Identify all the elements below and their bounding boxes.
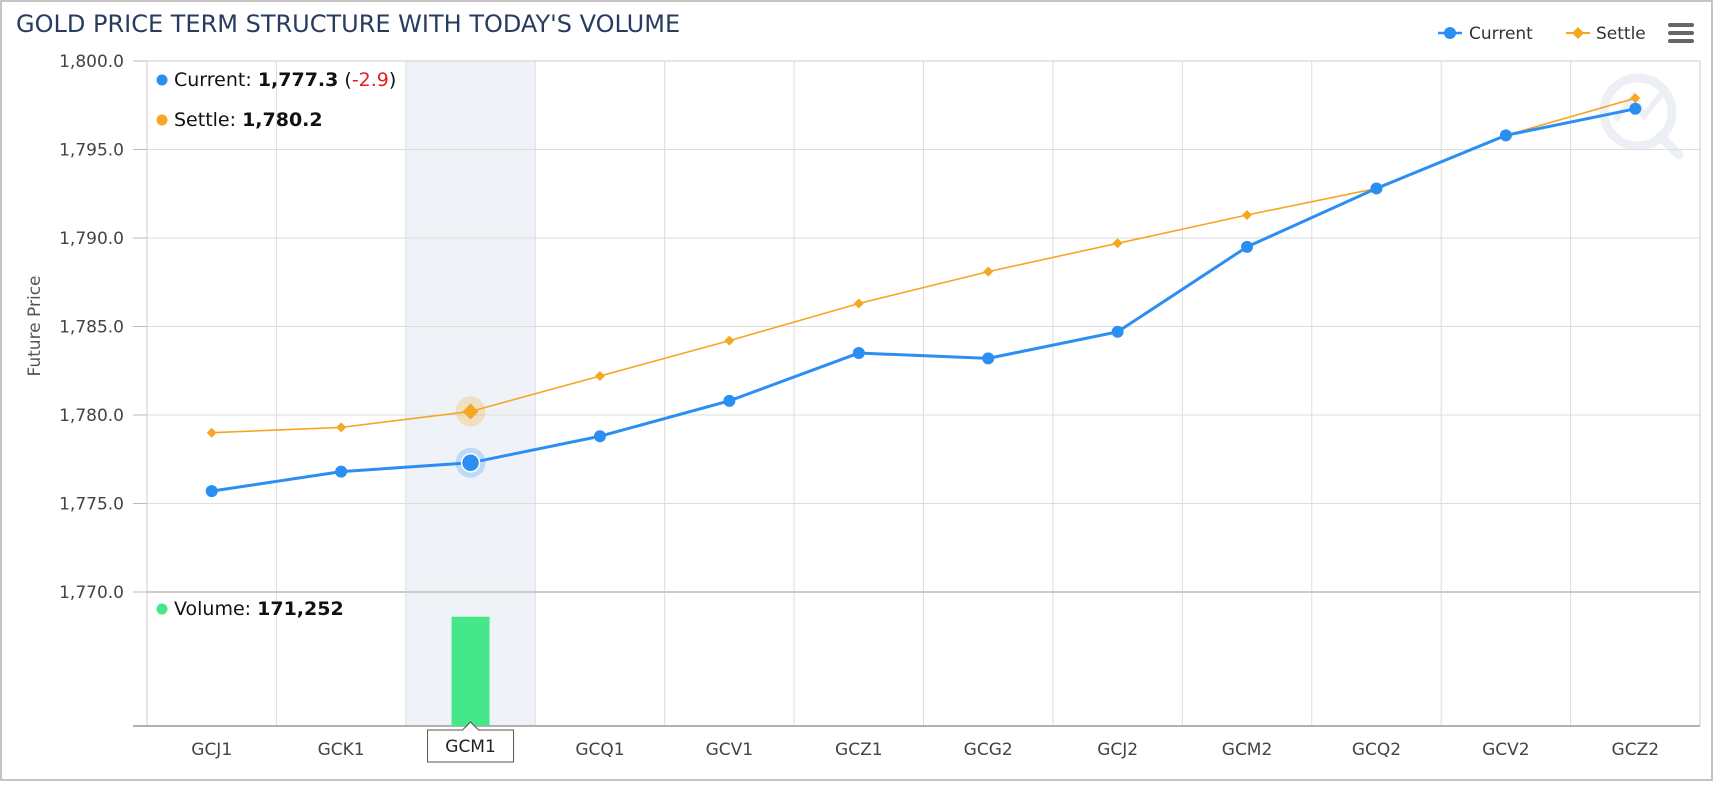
chart-title: GOLD PRICE TERM STRUCTURE WITH TODAY'S V… [16, 10, 680, 38]
x-tick-label-gcv2: GCV2 [1482, 740, 1530, 760]
legend-item-current[interactable]: Current [1438, 24, 1533, 44]
grid-vertical [275, 61, 1572, 726]
current-point-gcj1[interactable] [205, 485, 218, 498]
current-point-gcz1[interactable] [852, 347, 865, 360]
x-tick-label-gcz2: GCZ2 [1612, 740, 1660, 760]
settle-info-dot-icon [156, 114, 168, 126]
x-tick-label-gcq2: GCQ2 [1352, 740, 1401, 760]
settle-point-gcm1[interactable] [462, 403, 479, 420]
current-point-gcg2[interactable] [982, 352, 995, 365]
volume-info-dot-icon [156, 603, 168, 615]
x-tick-label-gcz1: GCZ1 [835, 740, 883, 760]
volume-bar-gcm1[interactable] [451, 616, 490, 726]
current-point-gcq2[interactable] [1370, 182, 1383, 195]
hover-info-current: Current: 1,777.3 (-2.9) [156, 69, 396, 91]
current-info-label: Current [174, 69, 245, 91]
current-markers [205, 102, 1642, 498]
x-tick-label-gcj1: GCJ1 [191, 740, 232, 760]
settle-point-gck1[interactable] [336, 422, 347, 433]
settle-point-gcg2[interactable] [983, 266, 994, 277]
tooltip-box [427, 721, 515, 763]
x-tick-label-gcv1: GCV1 [706, 740, 754, 760]
current-point-gcz2[interactable] [1629, 102, 1642, 115]
x-tick-label-gcj2: GCJ2 [1097, 740, 1138, 760]
current-point-gck1[interactable] [335, 465, 348, 478]
current-info-value: 1,777.3 [258, 69, 339, 91]
series-line-current [211, 107, 1636, 493]
x-tick-label-gcm2: GCM2 [1222, 740, 1273, 760]
y-axis-label: Future Price [25, 275, 45, 376]
settle-point-gcj2[interactable] [1112, 238, 1123, 249]
legend-current-label: Current [1469, 24, 1533, 44]
current-point-gcm2[interactable] [1241, 240, 1254, 253]
settle-point-gcj1[interactable] [206, 427, 217, 438]
y-tick-label: 1,785.0 [59, 318, 124, 338]
y-tick-label: 1,775.0 [59, 495, 124, 515]
settle-info-value: 1,780.2 [242, 109, 323, 131]
current-point-gcv2[interactable] [1499, 129, 1512, 142]
settle-point-gcz1[interactable] [853, 298, 864, 309]
x-tick-label-gcg2: GCG2 [964, 740, 1013, 760]
y-tick-label: 1,770.0 [59, 583, 124, 603]
settle-point-gcv1[interactable] [724, 335, 735, 346]
y-tick-labels: 1,770.0 1,775.0 1,780.0 1,785.0 1,790.0 1,795… [59, 52, 147, 603]
svg-text:Current: 1,777.3 (-2.9): Current: 1,777.3 (-2.9) [174, 69, 396, 91]
y-tick-label: 1,800.0 [59, 52, 124, 72]
tooltip-label: GCM1 [445, 737, 496, 757]
x-tick-label-gcq1: GCQ1 [575, 740, 624, 760]
current-point-gcq1[interactable] [593, 430, 606, 443]
hover-band [405, 61, 536, 726]
settle-info-label: Settle [174, 109, 230, 131]
hover-info-volume: Volume: 171,252 [156, 598, 344, 620]
category-tooltip: GCM1 [427, 721, 515, 763]
svg-text:Settle: 1,780.2: Settle: 1,780.2 [174, 109, 323, 131]
svg-text:Volume: 171,252: Volume: 171,252 [174, 598, 344, 620]
legend-current-marker-icon [1444, 27, 1456, 39]
volume-info-value: 171,252 [257, 598, 344, 620]
settle-point-gcz2[interactable] [1630, 93, 1641, 104]
current-point-gcm1[interactable] [460, 453, 481, 473]
menu-icon[interactable] [1666, 21, 1696, 47]
current-info-change: -2.9 [352, 69, 389, 91]
x-tick-label-gck1: GCK1 [318, 740, 365, 760]
legend-settle-marker-icon [1572, 27, 1584, 39]
legend-settle-label: Settle [1596, 24, 1646, 44]
legend-item-settle[interactable]: Settle [1566, 24, 1646, 44]
hover-info-settle: Settle: 1,780.2 [156, 109, 323, 131]
volume-info-label: Volume [174, 598, 245, 620]
current-point-gcv1[interactable] [723, 394, 736, 407]
y-tick-label: 1,780.0 [59, 406, 124, 426]
y-tick-label: 1,795.0 [59, 141, 124, 161]
volume-bars [451, 616, 490, 726]
settle-markers [206, 93, 1641, 438]
current-point-gcj2[interactable] [1111, 325, 1124, 338]
settle-point-gcm2[interactable] [1242, 209, 1253, 220]
y-tick-label: 1,790.0 [59, 229, 124, 249]
current-info-dot-icon [156, 74, 168, 86]
settle-point-gcq1[interactable] [594, 371, 605, 382]
